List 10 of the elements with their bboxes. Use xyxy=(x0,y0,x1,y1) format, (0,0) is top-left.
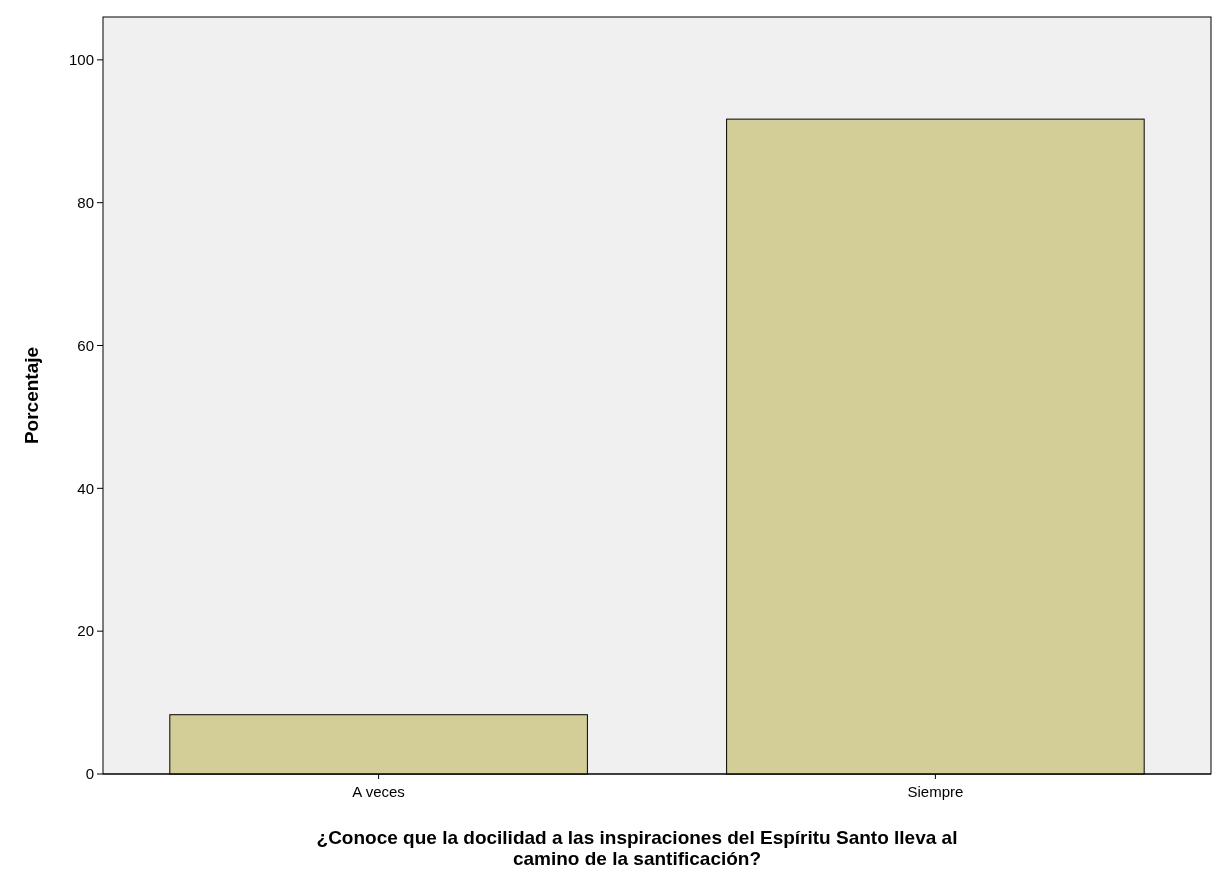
y-tick-label: 40 xyxy=(77,479,94,497)
y-tick-label: 100 xyxy=(68,51,94,69)
x-tick-label: Siempre xyxy=(907,783,964,800)
x-tick-label: A veces xyxy=(352,783,405,800)
y-axis-title: Porcentaje xyxy=(21,346,42,445)
y-tick-label: 60 xyxy=(77,336,94,354)
y-tick-label: 0 xyxy=(85,765,94,783)
y-tick-label: 20 xyxy=(77,622,94,640)
y-tick-label: 80 xyxy=(77,193,94,211)
x-axis-title: ¿Conoce que la docilidad a las inspiraciones del Espíritu Santo lleva al camino de la santificación? xyxy=(316,827,958,869)
